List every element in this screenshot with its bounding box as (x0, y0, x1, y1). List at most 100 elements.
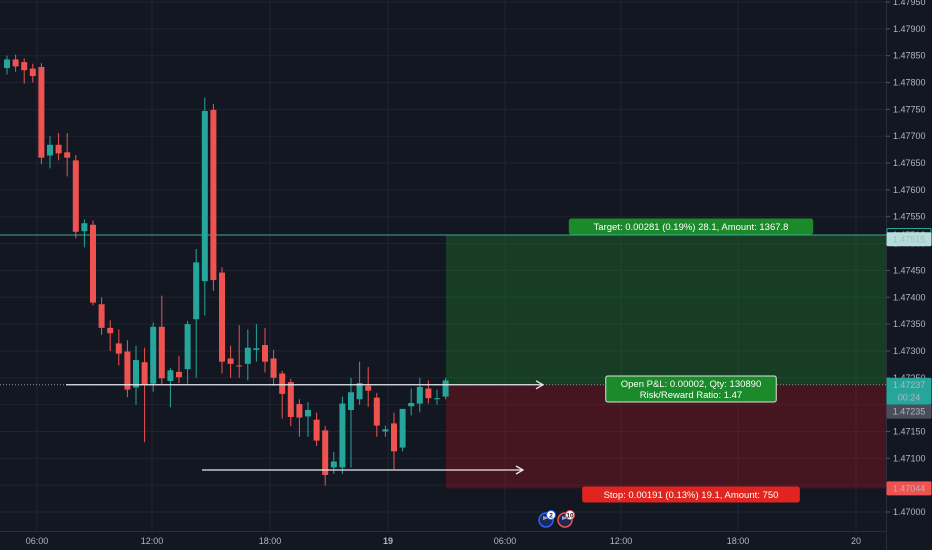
open-pl-label-text: Risk/Reward Ratio: 1.47 (640, 390, 742, 401)
candle (287, 378, 294, 427)
candle-body (408, 403, 415, 407)
candle-body (434, 398, 440, 400)
candle-body (21, 62, 28, 71)
candle (141, 347, 148, 443)
candle-body (64, 152, 71, 158)
time-tick-label: 18:00 (727, 536, 750, 546)
time-tick-label: 20 (851, 536, 861, 546)
candle-body (322, 430, 329, 475)
candle-body (365, 385, 372, 391)
event-count-text: 10 (566, 513, 574, 520)
candle (55, 132, 62, 161)
price-label: 1.47237 (886, 377, 932, 392)
price-tick-label: 1.47000 (893, 507, 926, 517)
price-label-box (886, 404, 932, 419)
candle-body (12, 59, 19, 67)
candle (29, 63, 36, 83)
time-tick-label: 06:00 (26, 536, 49, 546)
candle (262, 327, 268, 373)
candle (244, 329, 251, 381)
price-label-box (886, 481, 932, 496)
candle (253, 324, 260, 362)
candle-body (115, 343, 122, 354)
candle-body (176, 371, 182, 378)
event-count-text: 2 (549, 513, 553, 520)
candle (184, 320, 191, 384)
grid (0, 0, 886, 531)
candle-body (193, 262, 200, 320)
event-badge[interactable]: 2 (538, 510, 556, 528)
candle-body (184, 324, 191, 370)
price-axis-bg (886, 0, 932, 550)
candle (322, 426, 329, 486)
price-tick-label: 1.47650 (893, 158, 926, 168)
time-tick-label: 18:00 (259, 536, 282, 546)
time-tick-label: 06:00 (494, 536, 517, 546)
stop-label[interactable]: Stop: 0.00191 (0.13%) 19.1, Amount: 750 (582, 486, 800, 503)
candle (270, 349, 277, 386)
candle (81, 219, 88, 248)
candle-body (98, 304, 105, 328)
candle (296, 399, 303, 437)
candle (64, 132, 71, 177)
price-label-text: 1.47235 (893, 407, 926, 417)
candle-body (4, 59, 10, 69)
stop-arrow-head (515, 465, 525, 475)
candle (21, 58, 28, 84)
price-tick-label: 1.47300 (893, 346, 926, 356)
entry-arrow-head (535, 380, 545, 390)
price-tick-label: 1.47150 (893, 426, 926, 436)
candle-body (227, 358, 234, 364)
candle-body (270, 358, 277, 378)
open-pl-label-text: Open P&L: 0.00002, Qty: 130890 (621, 379, 762, 390)
candle (176, 355, 182, 384)
price-label-box (886, 232, 932, 247)
candle (399, 408, 406, 452)
time-axis-bg (0, 531, 886, 550)
target-label-box (568, 218, 814, 235)
candle (201, 97, 208, 316)
price-tick-label: 1.47750 (893, 104, 926, 114)
candle-body (158, 326, 165, 379)
candle (158, 295, 165, 386)
candle-body (296, 404, 303, 418)
candle (356, 361, 363, 405)
event-badge[interactable]: 10 (557, 510, 575, 528)
position-labels[interactable]: Target: 0.00281 (0.19%) 28.1, Amount: 13… (568, 218, 814, 503)
candle (408, 388, 415, 416)
stop-label-box (582, 486, 800, 503)
candle (391, 412, 397, 470)
target-label[interactable]: Target: 0.00281 (0.19%) 28.1, Amount: 13… (568, 218, 814, 235)
candle-body (348, 392, 354, 410)
time-tick-label: 19 (383, 536, 393, 546)
price-label: 1.47515 (886, 232, 932, 247)
candle (115, 329, 122, 366)
price-label-text: 1.47515 (893, 234, 926, 244)
price-tick-label: 1.47600 (893, 185, 926, 195)
candle-body (373, 397, 380, 426)
price-tick-label: 1.47450 (893, 265, 926, 275)
stop-arrow (202, 465, 525, 475)
open-pl-label[interactable]: Open P&L: 0.00002, Qty: 130890Risk/Rewar… (605, 375, 777, 403)
event-badges[interactable]: 2 10 (538, 510, 575, 528)
candle (279, 370, 286, 419)
candle (219, 267, 225, 374)
candle-body (391, 423, 397, 452)
candle-body (201, 110, 208, 282)
candle-body (47, 144, 53, 156)
price-tick-label: 1.47350 (893, 319, 926, 329)
candle (313, 412, 320, 446)
candles (4, 54, 449, 486)
event-count-bubble (565, 510, 575, 520)
time-axis[interactable]: 06:00 12:00 18:00 19 06:00 12:00 18:00 20 (26, 536, 861, 546)
open-pl-label-box (605, 375, 777, 403)
candle-body (133, 360, 139, 388)
candle (365, 367, 372, 407)
stop-label-text: Stop: 0.00191 (0.13%) 19.1, Amount: 750 (604, 490, 779, 501)
price-label: 1.47235 (886, 404, 932, 419)
candle-body (287, 382, 294, 417)
profit-zone (446, 234, 886, 385)
price-label-text: 1.47237 (893, 380, 926, 390)
price-label: 1.47044 (886, 481, 932, 496)
